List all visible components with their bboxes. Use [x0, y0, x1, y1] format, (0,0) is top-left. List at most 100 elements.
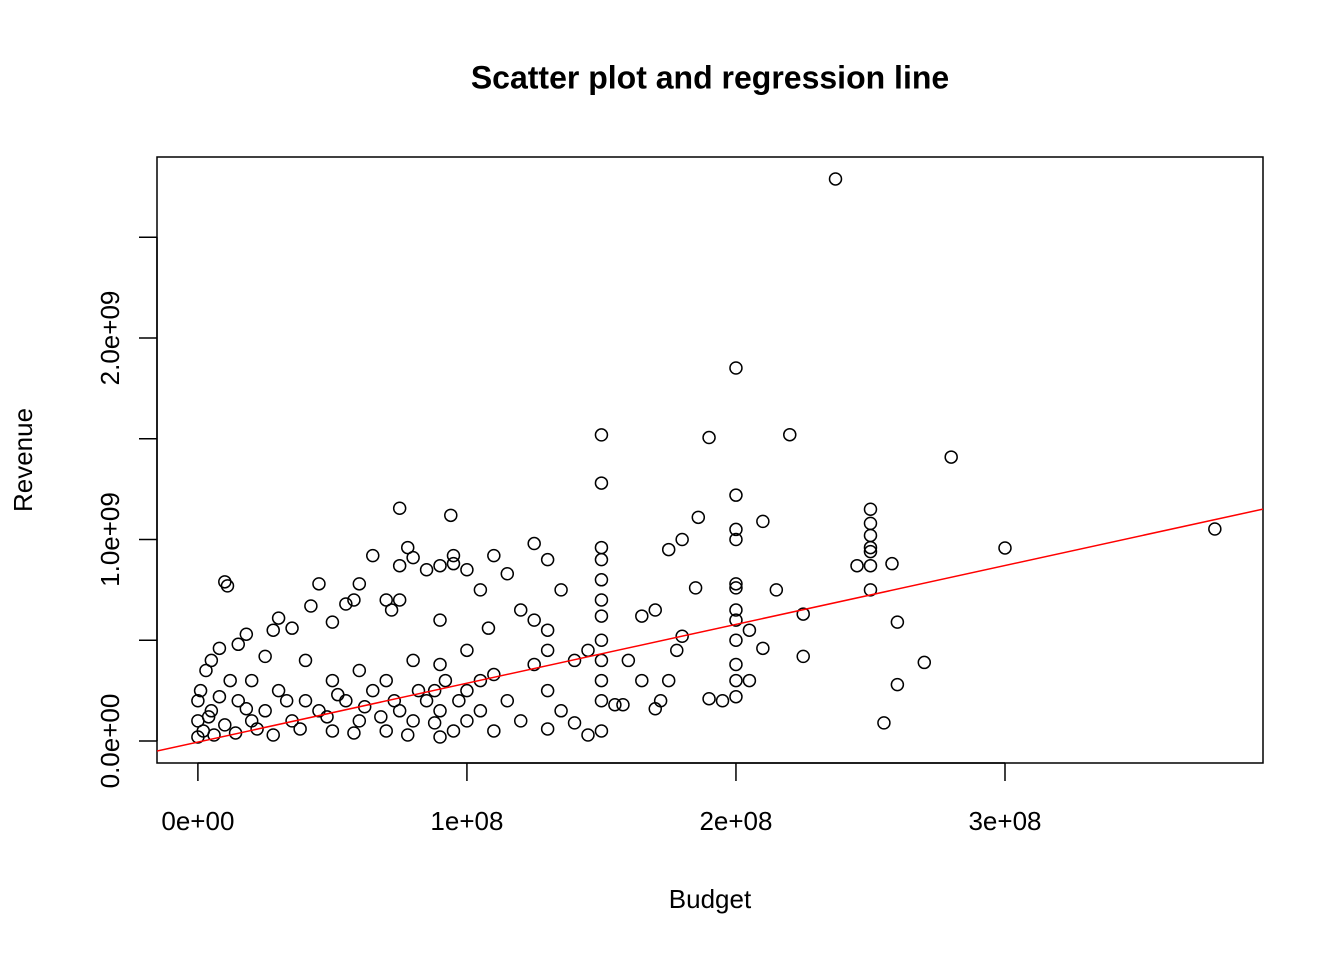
x-tick-label: 2e+08 — [699, 806, 772, 836]
regression-line — [157, 508, 1263, 752]
point — [487, 724, 501, 738]
point — [729, 361, 743, 375]
chart-title: Scatter plot and regression line — [471, 59, 949, 95]
x-tick-label: 0e+00 — [161, 806, 234, 836]
x-tick-label: 1e+08 — [430, 806, 503, 836]
point — [379, 724, 393, 738]
point — [433, 730, 447, 744]
point — [877, 716, 891, 730]
point — [279, 693, 294, 708]
point — [729, 581, 743, 595]
point — [527, 657, 541, 672]
point — [207, 728, 221, 742]
point — [863, 558, 878, 573]
point — [729, 488, 743, 502]
point — [231, 637, 245, 652]
point — [769, 583, 784, 597]
point — [702, 691, 716, 706]
point — [702, 430, 716, 445]
point — [218, 718, 232, 732]
point — [199, 663, 213, 678]
point — [392, 558, 407, 573]
point — [500, 693, 515, 708]
point — [828, 172, 843, 186]
plot-frame — [156, 156, 1264, 764]
point — [406, 714, 420, 728]
point — [661, 542, 676, 557]
point — [885, 556, 899, 571]
point — [460, 714, 474, 728]
point — [635, 609, 649, 623]
point — [239, 627, 254, 641]
point — [487, 667, 501, 682]
point — [635, 673, 649, 688]
point — [250, 722, 264, 736]
y-tick-label: 0.0e+00 — [95, 694, 125, 789]
point — [473, 704, 488, 718]
point — [320, 710, 334, 724]
point — [715, 693, 730, 708]
point — [513, 714, 528, 728]
point — [594, 552, 609, 567]
point — [325, 673, 340, 688]
point — [850, 558, 864, 573]
point — [433, 704, 447, 718]
point — [473, 673, 488, 688]
point — [352, 663, 367, 678]
point — [581, 728, 595, 742]
point — [729, 577, 743, 591]
point — [729, 689, 743, 704]
point — [379, 673, 393, 688]
point — [218, 575, 232, 589]
point — [331, 687, 345, 702]
point — [204, 704, 219, 718]
point — [648, 702, 663, 716]
point — [863, 502, 878, 517]
point — [400, 728, 415, 742]
y-tick-label: 2.0e+09 — [95, 291, 125, 386]
point — [266, 623, 280, 637]
point — [366, 683, 380, 698]
point — [433, 558, 447, 573]
point — [670, 643, 684, 658]
point — [594, 653, 609, 668]
point — [594, 693, 609, 708]
point — [917, 655, 932, 670]
point — [756, 514, 770, 529]
point — [729, 532, 743, 547]
point — [460, 643, 474, 658]
point — [392, 593, 407, 607]
point — [944, 450, 958, 464]
point — [460, 562, 474, 577]
point — [527, 536, 541, 551]
point — [729, 613, 743, 627]
point — [193, 683, 208, 698]
point — [444, 508, 458, 523]
point — [293, 722, 307, 736]
point — [325, 615, 340, 629]
point — [271, 611, 286, 625]
point — [594, 673, 609, 688]
point — [244, 673, 259, 688]
point — [312, 577, 326, 591]
point — [567, 716, 582, 730]
point — [384, 603, 399, 617]
point — [427, 716, 442, 730]
point — [675, 532, 689, 547]
point — [756, 641, 770, 656]
point — [513, 603, 528, 617]
point — [581, 643, 595, 658]
point — [648, 603, 663, 617]
y-axis-title: Revenue — [8, 408, 38, 512]
point — [392, 501, 407, 516]
point — [392, 704, 407, 718]
point — [460, 683, 474, 698]
x-tick-label: 3e+08 — [968, 806, 1041, 836]
point — [366, 548, 380, 563]
point — [258, 649, 272, 664]
point — [594, 476, 609, 490]
point — [220, 579, 235, 593]
point — [419, 693, 434, 708]
point — [742, 673, 757, 688]
point — [863, 516, 878, 531]
